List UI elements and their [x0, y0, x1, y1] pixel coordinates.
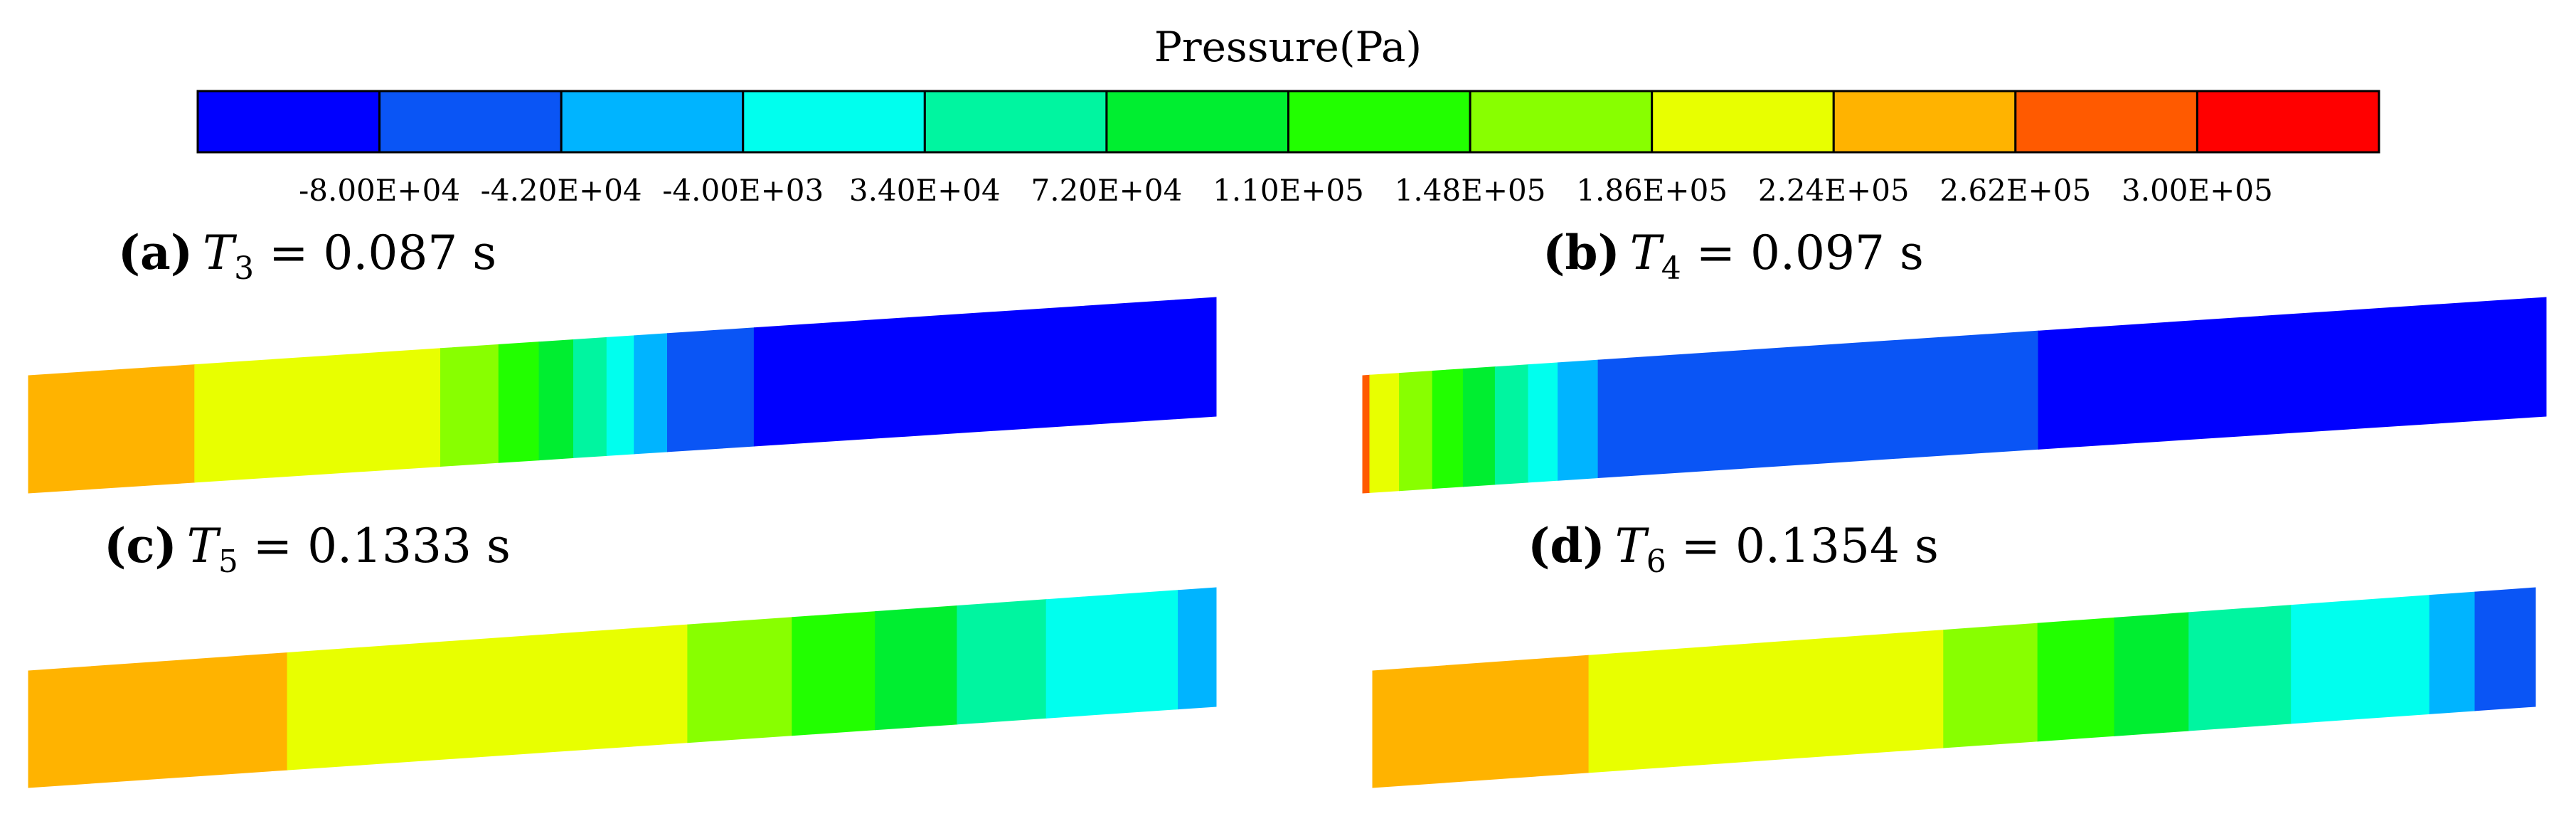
- colorbar-segment: [742, 90, 926, 154]
- contour-band: [606, 335, 635, 456]
- colorbar-tick-labels: -8.00E+04 -4.20E+04 -4.00E+03 3.40E+04 7.20E…: [299, 173, 2273, 208]
- contour-band: [1362, 374, 1371, 494]
- colorbar-segment: [2014, 90, 2198, 154]
- contour-band: [1943, 623, 2038, 748]
- colorbar-title: Pressure(Pa): [1154, 23, 1422, 71]
- colorbar-segment: [1105, 90, 1289, 154]
- contour-band: [498, 341, 540, 463]
- colorbar-segment: [560, 90, 745, 154]
- contour-band: [28, 652, 288, 788]
- colorbar-tick-label: 1.10E+05: [1213, 173, 1364, 208]
- colorbar-tick-label: -4.00E+03: [662, 173, 824, 208]
- contour-band: [1597, 330, 2039, 479]
- contour-band: [687, 617, 793, 743]
- colorbar-segment: [196, 90, 381, 154]
- contour-band: [1399, 370, 1433, 492]
- pressure-colorbar: [196, 90, 2380, 154]
- contour-panel: (a) T3 = 0.087 s: [28, 225, 1217, 494]
- contour-band: [194, 348, 441, 483]
- panel-caption: (d) T6 = 0.1354 s: [1528, 518, 1939, 580]
- contour-panel: (d) T6 = 0.1354 s: [1372, 518, 2536, 788]
- colorbar-segment: [923, 90, 1108, 154]
- panel-caption: (c) T5 = 0.1333 s: [104, 518, 511, 580]
- contour-band: [440, 344, 499, 467]
- panel-caption: (a) T3 = 0.087 s: [118, 225, 496, 287]
- contour-band: [1588, 630, 1944, 773]
- contour-panel: (b) T4 = 0.097 s: [1362, 225, 2547, 494]
- colorbar-tick-label: 1.48E+05: [1395, 173, 1546, 208]
- contour-band: [1528, 362, 1559, 483]
- contour-band: [667, 327, 755, 452]
- colorbar-segment: [2196, 90, 2380, 154]
- colorbar-tick-label: 2.24E+05: [1758, 173, 1910, 208]
- contour-band: [634, 333, 668, 455]
- contour-band: [2038, 297, 2547, 450]
- contour-band: [2037, 617, 2115, 742]
- contour-band: [957, 599, 1047, 725]
- colorbar-segment: [1651, 90, 1835, 154]
- contour-panel: (c) T5 = 0.1333 s: [28, 518, 1217, 788]
- contour-band: [1462, 366, 1496, 487]
- colorbar-segment: [1469, 90, 1654, 154]
- contour-band: [28, 364, 196, 494]
- contour-band: [1432, 369, 1464, 489]
- colorbar-tick-label: 3.00E+05: [2122, 173, 2273, 208]
- contour-band: [2474, 587, 2536, 711]
- contour-band: [287, 624, 688, 771]
- contour-band: [2291, 595, 2430, 724]
- colorbar-tick-label: 7.20E+04: [1031, 173, 1183, 208]
- contour-band: [2114, 612, 2190, 736]
- contour-band: [875, 605, 958, 731]
- contour-band: [1045, 590, 1179, 719]
- colorbar-segment: [1287, 90, 1471, 154]
- contour-band: [2429, 591, 2476, 714]
- contour-band: [1558, 359, 1599, 481]
- contour-band: [1369, 373, 1400, 493]
- panel-caption: (b) T4 = 0.097 s: [1543, 225, 1924, 287]
- colorbar-segment: [378, 90, 563, 154]
- contour-band: [2188, 605, 2292, 731]
- contour-band: [753, 297, 1217, 447]
- contour-band: [573, 337, 607, 458]
- colorbar-tick-label: 2.62E+05: [1939, 173, 2091, 208]
- colorbar-segment: [1832, 90, 2017, 154]
- colorbar-tick-label: -8.00E+04: [299, 173, 460, 208]
- contour-panels: (a) T3 = 0.087 s (b) T4 = 0.097 s (c) T5 = 0.…: [28, 225, 2547, 788]
- contour-band: [1494, 364, 1529, 485]
- colorbar-tick-label: -4.20E+04: [481, 173, 642, 208]
- colorbar-tick-label: 3.40E+04: [849, 173, 1001, 208]
- colorbar-tick-label: 1.86E+05: [1576, 173, 1728, 208]
- contour-band: [1178, 587, 1217, 710]
- contour-band: [538, 339, 574, 461]
- contour-band: [792, 611, 876, 736]
- contour-band: [1372, 655, 1590, 788]
